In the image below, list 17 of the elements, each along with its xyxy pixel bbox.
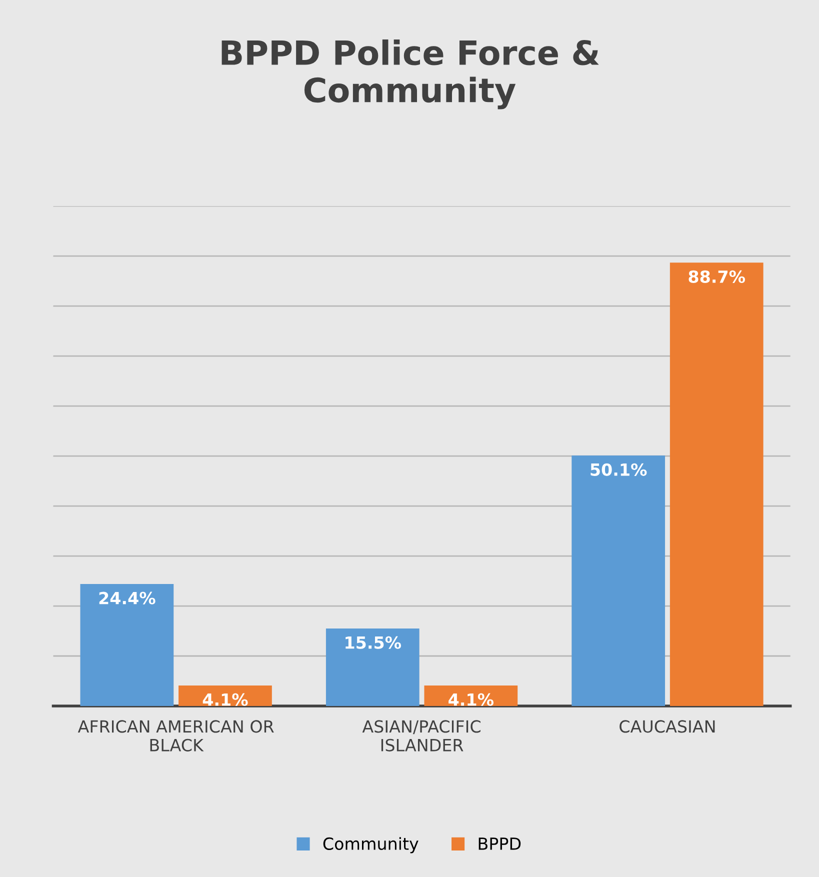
data-label: 4.1%	[202, 693, 248, 706]
x-tick-label: ASIAN/PACIFIC ISLANDER	[362, 720, 480, 752]
data-label: 4.1%	[448, 693, 494, 706]
data-label: 15.5%	[346, 636, 402, 649]
legend-label: Community	[323, 837, 418, 854]
data-label: 50.1%	[590, 463, 647, 476]
legend-label: BPPD	[478, 838, 521, 850]
data-label: 24.4%	[99, 592, 156, 604]
bar	[670, 262, 764, 706]
bar	[326, 628, 420, 706]
x-tick-label: CAUCASIAN	[620, 720, 715, 733]
chart-title: BPPD Police Force & Community	[222, 39, 599, 110]
bar	[80, 584, 174, 706]
bar	[572, 456, 666, 706]
x-tick-label: AFRICAN AMERICAN OR BLACK	[78, 720, 274, 752]
bar	[178, 685, 272, 706]
data-label: 88.7%	[688, 270, 746, 283]
